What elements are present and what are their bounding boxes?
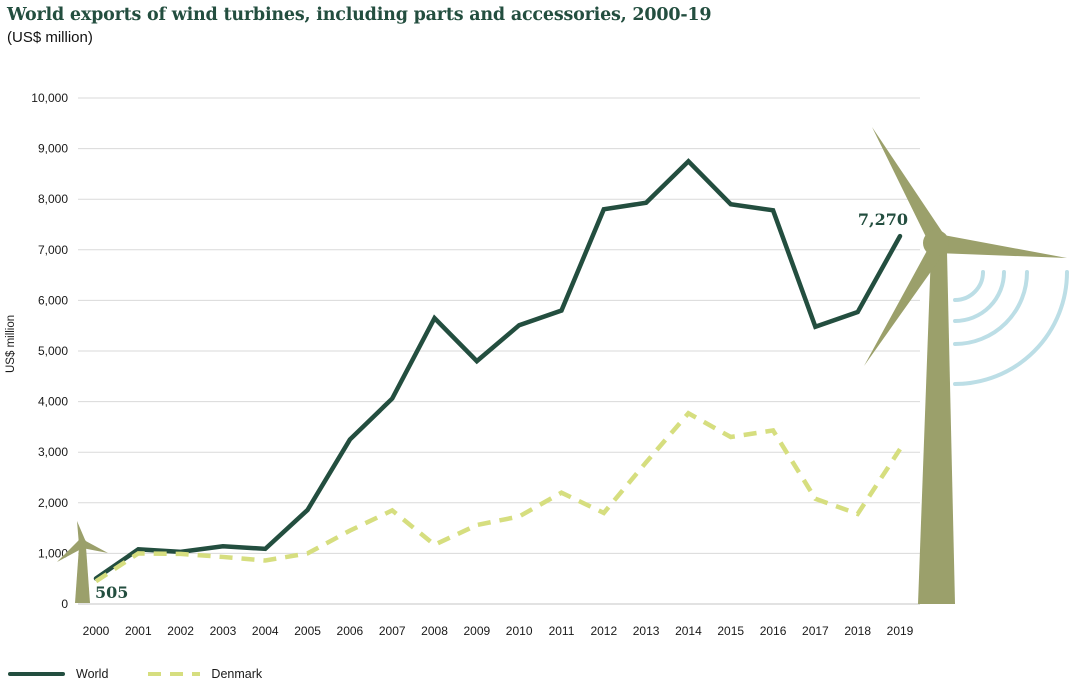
chart-title: World exports of wind turbines, includin…: [7, 5, 712, 25]
x-tick-label: 2011: [549, 624, 575, 638]
legend-item-world: World: [8, 667, 108, 681]
y-tick-label: 8,000: [38, 192, 68, 206]
y-tick-label: 4,000: [38, 395, 68, 409]
wind-gust-arc: [953, 270, 1006, 323]
x-tick-label: 2003: [210, 624, 237, 638]
turbine-tower: [75, 547, 90, 603]
wind-gust-arc: [953, 270, 1069, 386]
legend-label-denmark: Denmark: [211, 667, 263, 681]
x-axis-tick-labels: 2000 2001 2002 2003 2004 2005 2006 2007 2008 2009…: [83, 624, 914, 638]
legend-label-world: World: [76, 667, 109, 681]
turbine-blade-down: [864, 247, 942, 366]
y-tick-label: 6,000: [38, 293, 68, 307]
turbine-blade-up: [77, 521, 86, 545]
wind-turbine-small-icon: [57, 521, 108, 603]
denmark-line-swatch-icon: [148, 671, 201, 677]
x-tick-label: 2015: [717, 624, 744, 638]
x-tick-label: 2016: [760, 624, 787, 638]
data-series-lines: [93, 158, 903, 584]
x-tick-label: 2006: [337, 624, 364, 638]
x-tick-label: 2019: [887, 624, 914, 638]
y-tick-label: 3,000: [38, 445, 68, 459]
legend-item-denmark: Denmark: [148, 667, 262, 681]
turbine-hub: [77, 539, 87, 549]
legend: World Denmark: [8, 667, 262, 681]
wind-gust-arc: [953, 270, 985, 302]
y-tick-label: 5,000: [38, 344, 68, 358]
y-tick-label: 0: [61, 597, 68, 611]
x-tick-label: 2000: [83, 624, 110, 638]
x-tick-label: 2004: [252, 624, 279, 638]
world-line-swatch-icon: [8, 671, 65, 677]
gridlines: [78, 97, 920, 605]
turbine-blade-right: [936, 234, 1067, 258]
x-tick-label: 2013: [633, 624, 660, 638]
x-tick-label: 2018: [844, 624, 871, 638]
turbine-hub: [923, 230, 949, 256]
x-tick-label: 2012: [590, 624, 617, 638]
series-line-denmark: [94, 410, 902, 584]
data-label-world-2019: 7,270: [857, 210, 908, 229]
y-tick-label: 7,000: [38, 243, 68, 257]
series-line-world: [93, 158, 903, 581]
turbine-tower: [918, 252, 955, 604]
x-tick-label: 2009: [463, 624, 490, 638]
y-tick-label: 2,000: [38, 496, 68, 510]
x-tick-label: 2005: [294, 624, 321, 638]
data-label-world-2000: 505: [95, 583, 129, 602]
y-axis-tick-labels: 0 1,000 2,000 3,000 4,000 5,000 6,000 7,000 8,00…: [31, 91, 68, 611]
y-tick-label: 9,000: [38, 142, 68, 156]
turbine-blade-up: [872, 127, 943, 241]
turbine-blade-left: [57, 540, 83, 562]
x-tick-label: 2014: [675, 624, 702, 638]
wind-turbine-large-icon: [864, 127, 1067, 604]
turbine-blade-right: [82, 539, 108, 553]
x-tick-label: 2008: [421, 624, 448, 638]
wind-gust-arcs-icon: [953, 270, 1069, 386]
y-tick-label: 1,000: [38, 546, 68, 560]
x-tick-label: 2017: [802, 624, 829, 638]
x-tick-label: 2010: [506, 624, 533, 638]
wind-gust-arc: [953, 270, 1029, 346]
x-tick-label: 2001: [125, 624, 152, 638]
chart-subtitle: (US$ million): [7, 29, 93, 46]
y-tick-label: 10,000: [31, 91, 68, 105]
x-tick-label: 2007: [379, 624, 406, 638]
x-tick-label: 2002: [167, 624, 194, 638]
